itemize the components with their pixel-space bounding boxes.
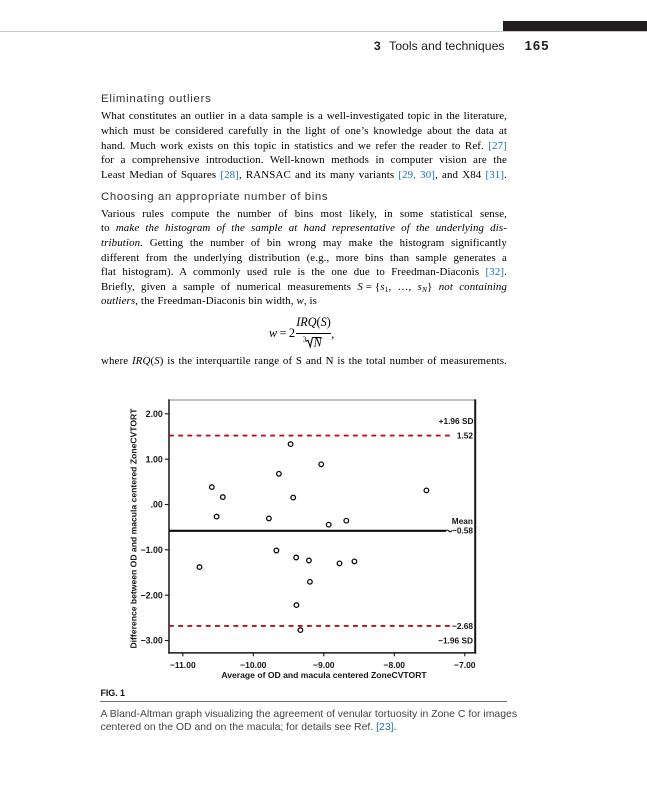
svg-text:−9.00: −9.00 [313,660,335,670]
svg-text:Difference between OD and macu: Difference between OD and macula centere… [129,408,139,649]
svg-text:Mean: Mean [452,516,473,526]
svg-text:N: N [313,335,323,349]
svg-text:−7.00: −7.00 [454,660,476,670]
svg-text:−2.00: −2.00 [141,590,163,600]
svg-text:−11.00: −11.00 [170,660,196,670]
svg-text:+1.96 SD: +1.96 SD [439,416,474,426]
svg-text:−1.96 SD: −1.96 SD [438,635,473,645]
svg-text:−10.00: −10.00 [240,660,267,670]
svg-text:−3.00: −3.00 [141,636,163,646]
svg-text:3: 3 [303,335,307,343]
svg-text:−1.00: −1.00 [141,545,163,555]
svg-text:.00: .00 [151,500,163,510]
svg-text:−0.58: −0.58 [452,526,473,536]
svg-text:1.52: 1.52 [457,430,474,440]
svg-text:−8.00: −8.00 [384,660,406,670]
svg-text:2.00: 2.00 [146,409,163,419]
svg-text:−2.68: −2.68 [452,621,473,631]
svg-text:Average of OD and macula cente: Average of OD and macula centered ZoneCV… [221,670,427,680]
svg-text:1.00: 1.00 [146,454,163,464]
